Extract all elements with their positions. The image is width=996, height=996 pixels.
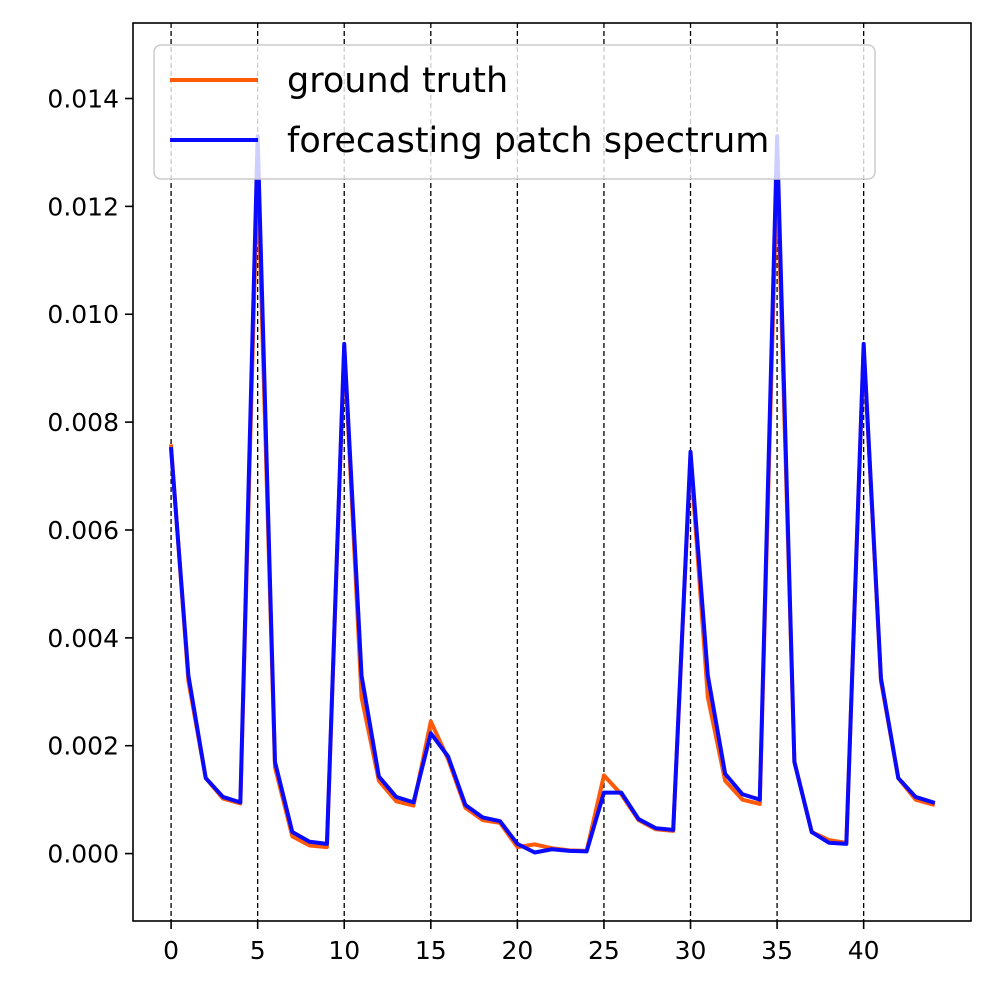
x-tick-label: 35 [761, 936, 793, 965]
x-tick-label: 0 [163, 936, 179, 965]
legend-label-0: ground truth [287, 61, 508, 101]
x-tick-label: 10 [328, 936, 360, 965]
x-tick-label: 30 [675, 936, 707, 965]
legend-box [153, 44, 876, 180]
x-tick-label: 15 [415, 936, 447, 965]
y-tick-label: 0.010 [47, 300, 119, 329]
series-line-1 [168, 134, 936, 855]
y-tick-label: 0.014 [47, 85, 119, 114]
series-lines [168, 134, 936, 855]
plot-frame [132, 22, 972, 922]
y-tick-label: 0.000 [47, 840, 119, 869]
x-tick-label: 40 [848, 936, 880, 965]
y-tick-label: 0.012 [47, 192, 119, 221]
legend-label-1: forecasting patch spectrum [287, 121, 769, 161]
x-tick-label: 5 [250, 936, 266, 965]
x-tick-label: 25 [588, 936, 620, 965]
y-tick-label: 0.006 [47, 516, 119, 545]
legend: ground truth forecasting patch spectrum [153, 44, 876, 180]
y-tick-label: 0.008 [47, 408, 119, 437]
y-tick-label: 0.004 [47, 624, 119, 653]
axes: 0 5 10 15 20 25 30 35 40 0.000 0.002 0.004 0.006 0.00… [47, 22, 972, 965]
x-tick-label: 20 [501, 936, 533, 965]
y-tick-label: 0.002 [47, 732, 119, 761]
